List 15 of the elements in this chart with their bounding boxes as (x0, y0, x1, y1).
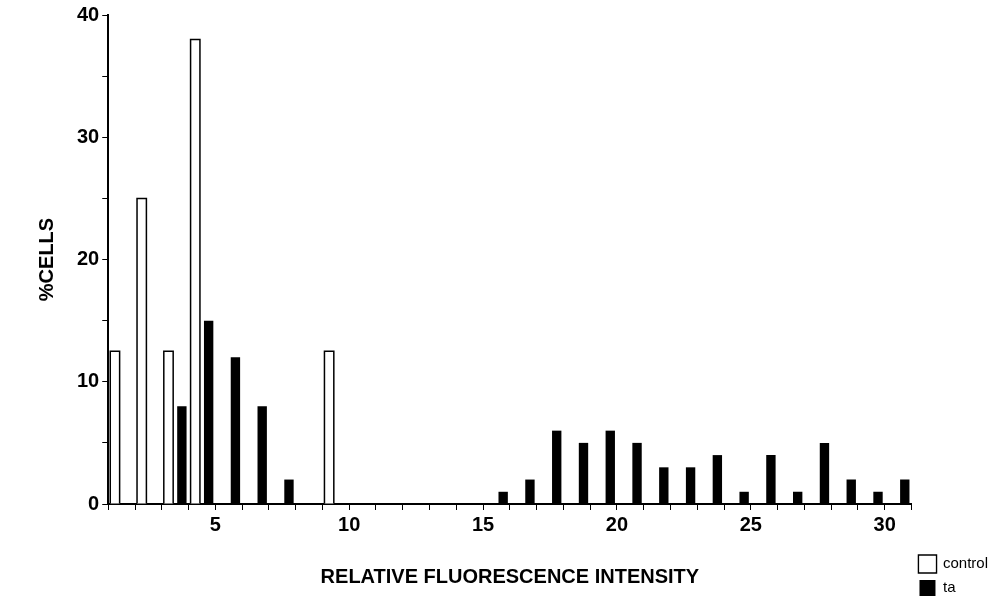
x-tick-label: 30 (873, 512, 896, 535)
x-tick-label: 15 (471, 512, 495, 535)
x-tick-label: 25 (739, 512, 762, 535)
legend-label: control (942, 554, 989, 572)
x-tick-label: 20 (605, 512, 629, 535)
x-axis-title: RELATIVE FLUORESCENCE INTENSITY (320, 564, 700, 587)
y-tick-label: 20 (77, 247, 100, 270)
y-tick-label: 40 (77, 2, 100, 25)
y-tick-label: 0 (88, 491, 100, 514)
y-tick-label: 10 (77, 369, 100, 392)
y-tick-label: 30 (77, 124, 100, 147)
legend-label: ta (942, 578, 957, 596)
x-tick-label: 10 (338, 512, 361, 535)
y-axis-title: %CELLS (34, 217, 57, 302)
x-tick-label: 5 (209, 512, 221, 535)
